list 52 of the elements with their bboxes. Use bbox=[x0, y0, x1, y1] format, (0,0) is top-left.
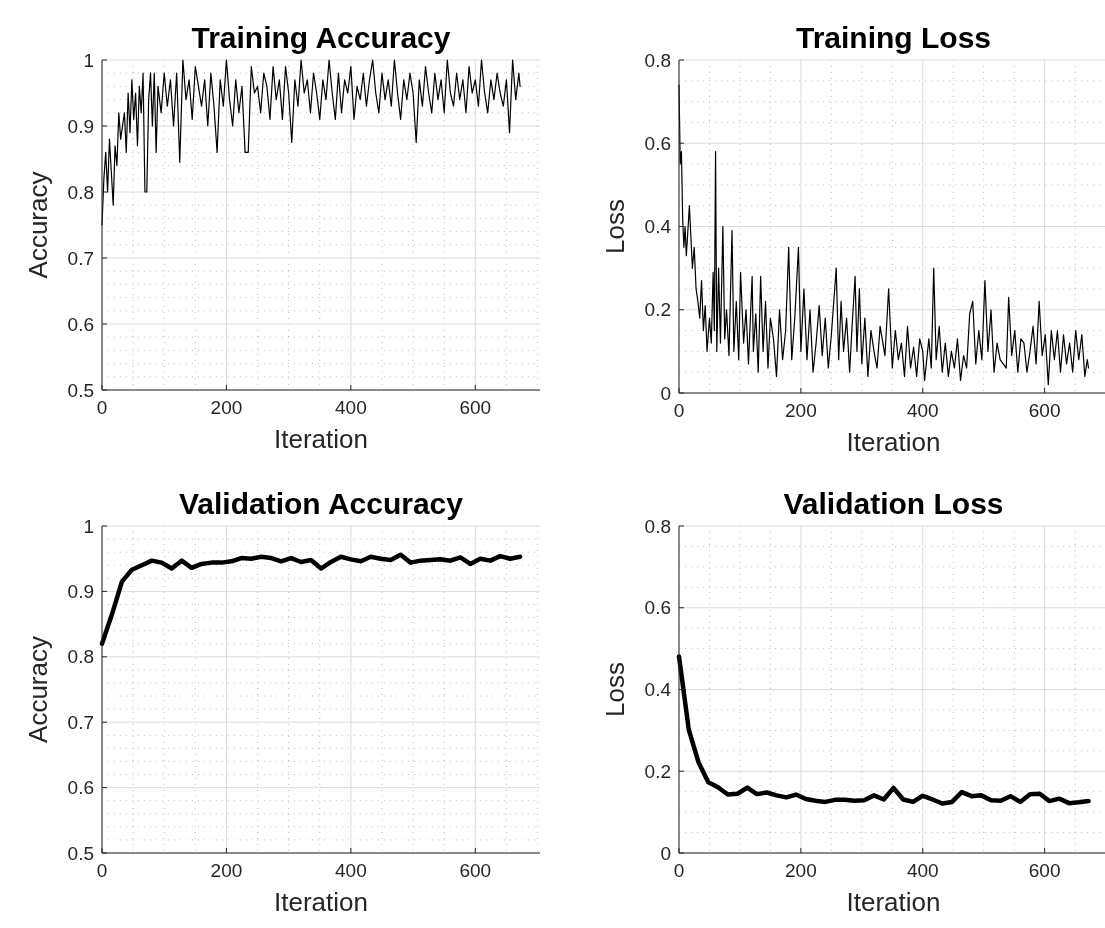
y-tick-label: 0.8 bbox=[644, 49, 671, 71]
y-tick-label: 0.6 bbox=[644, 597, 671, 619]
y-tick-label: 0.2 bbox=[644, 760, 671, 782]
y-axis-title: Loss bbox=[600, 662, 630, 717]
x-axis-title: Iteration bbox=[274, 887, 368, 917]
y-tick-label: 0.8 bbox=[67, 646, 94, 668]
x-tick-label: 600 bbox=[1028, 400, 1061, 421]
y-tick-label: 0.4 bbox=[644, 679, 672, 701]
y-tick-label: 0.8 bbox=[644, 515, 671, 537]
x-tick-label: 400 bbox=[335, 860, 367, 881]
x-axis-title: Iteration bbox=[274, 424, 368, 454]
x-tick-label: 600 bbox=[459, 397, 492, 418]
y-tick-label: 0 bbox=[660, 842, 671, 864]
x-tick-label: 0 bbox=[96, 397, 108, 418]
x-axis-title: Iteration bbox=[846, 427, 941, 457]
x-tick-label: 400 bbox=[335, 397, 367, 418]
x-tick-label: 200 bbox=[210, 860, 243, 881]
y-tick-label: 0.9 bbox=[67, 581, 94, 603]
x-tick-label: 0 bbox=[96, 860, 108, 881]
y-tick-label: 0.4 bbox=[644, 216, 672, 238]
x-axis-title: Iteration bbox=[846, 887, 941, 917]
y-tick-label: 0.6 bbox=[67, 777, 94, 799]
x-tick-label: 200 bbox=[210, 397, 243, 418]
y-tick-label: 1 bbox=[83, 49, 94, 71]
x-tick-label: 0 bbox=[673, 400, 685, 421]
y-axis-title: Accuracy bbox=[23, 636, 53, 743]
x-tick-label: 0 bbox=[673, 860, 685, 881]
y-axis-title: Loss bbox=[600, 199, 630, 254]
chart-title: Validation Loss bbox=[783, 487, 1004, 520]
y-tick-label: 0 bbox=[660, 382, 671, 404]
y-tick-label: 0.5 bbox=[67, 379, 94, 401]
x-tick-label: 600 bbox=[1028, 860, 1061, 881]
x-tick-label: 200 bbox=[785, 860, 817, 881]
y-tick-label: 0.6 bbox=[67, 313, 94, 335]
x-tick-label: 600 bbox=[459, 860, 492, 881]
line-series bbox=[99, 552, 523, 646]
y-tick-label: 1 bbox=[83, 515, 94, 537]
y-tick-label: 0.6 bbox=[644, 132, 671, 154]
y-tick-label: 0.9 bbox=[67, 115, 94, 137]
chart-title: Training Loss bbox=[795, 21, 992, 54]
chart-title: Validation Accuracy bbox=[178, 487, 464, 520]
line-series bbox=[676, 654, 1091, 806]
x-tick-label: 400 bbox=[906, 860, 939, 881]
x-tick-label: 200 bbox=[785, 400, 817, 421]
y-tick-label: 0.7 bbox=[67, 247, 94, 269]
y-tick-label: 0.8 bbox=[67, 181, 94, 203]
y-axis-title: Accuracy bbox=[23, 171, 53, 279]
y-tick-label: 0.5 bbox=[67, 842, 94, 864]
y-tick-label: 0.2 bbox=[644, 299, 671, 321]
x-tick-label: 400 bbox=[906, 400, 939, 421]
chart-title: Training Accuracy bbox=[191, 21, 451, 54]
y-tick-label: 0.7 bbox=[67, 711, 94, 733]
